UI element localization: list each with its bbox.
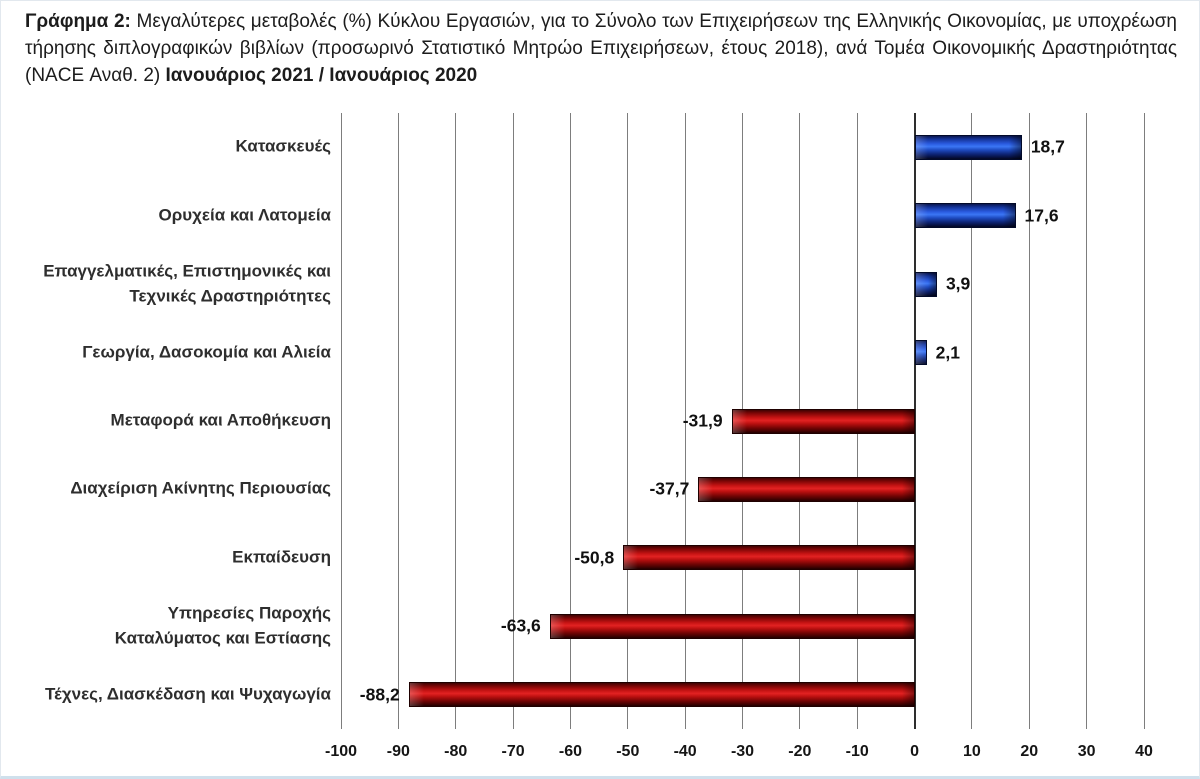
x-tick-label: -10 — [845, 743, 869, 760]
x-tick-label: -60 — [558, 743, 582, 760]
chart-title-body: Μεγαλύτερες μεταβολές (%) Κύκλου Εργασιώ… — [25, 11, 1178, 86]
value-label: -88,2 — [359, 684, 400, 705]
category-axis: Κατασκευές Ορυχεία και Λατομεία Επαγγελματ… — [19, 113, 331, 729]
chart-title-prefix: Γράφημα 2: — [25, 11, 131, 32]
value-label: -63,6 — [500, 615, 541, 636]
value-label: -37,7 — [649, 478, 690, 499]
x-tick-label: -20 — [788, 743, 812, 760]
x-tick-label: 20 — [1020, 743, 1039, 760]
chart-title: Γράφημα 2: Μεγαλύτερες μεταβολές (%) Κύκ… — [25, 9, 1177, 90]
gridline — [397, 113, 399, 729]
gridline — [971, 113, 973, 729]
gridline — [512, 113, 514, 729]
category-label: Εκπαίδευση — [232, 547, 331, 567]
value-label: -31,9 — [682, 410, 723, 431]
gridline — [569, 113, 571, 729]
category-label: Μεταφορά και Αποθήκευση — [110, 410, 331, 430]
gridline — [627, 113, 629, 729]
bar-positive — [914, 203, 1016, 229]
category-label: Ορυχεία και Λατομεία — [158, 205, 332, 225]
bar-negative — [698, 476, 915, 502]
bar-negative — [731, 408, 915, 434]
category-label: Τέχνες, Διασκέδαση και Ψυχαγωγία — [45, 684, 331, 704]
gridline — [455, 113, 457, 729]
gridline — [1143, 113, 1145, 729]
category-label: Γεωργία, Δασοκομία και Αλιεία — [82, 342, 331, 362]
bar-negative — [623, 545, 915, 571]
category-label: Διαχείριση Ακίνητης Περιουσίας — [70, 479, 331, 499]
x-tick-label: 30 — [1077, 743, 1096, 760]
bar-positive — [914, 134, 1022, 160]
category-label: Επαγγελματικές, Επιστημονικές και Τεχνικ… — [43, 261, 331, 306]
bar-negative — [408, 682, 915, 708]
category-label: Υπηρεσίες Παροχής Καταλύματος και Εστίασ… — [114, 603, 331, 648]
x-tick-label: -30 — [730, 743, 755, 760]
value-label: 2,1 — [935, 342, 960, 363]
x-tick-label: -40 — [673, 743, 697, 760]
bar-positive — [914, 340, 927, 366]
gridline — [684, 113, 686, 729]
value-label: 18,7 — [1030, 136, 1065, 157]
gridline — [1028, 113, 1030, 729]
x-tick-label: 10 — [963, 743, 981, 760]
value-label: -50,8 — [574, 547, 615, 568]
x-tick-label: -70 — [501, 743, 525, 760]
x-tick-label: -90 — [386, 743, 410, 760]
zero-axis-line — [913, 113, 916, 729]
bar-negative — [549, 613, 915, 639]
x-tick-label: -50 — [616, 743, 640, 760]
x-tick-label: -80 — [444, 743, 468, 760]
x-tick-label: -100 — [324, 743, 358, 760]
gridline — [1086, 113, 1088, 729]
plot-area: -100 -90 -80 -70 -60 -50 -40 -30 -20 -10 0 10 20 30 40… — [325, 113, 1153, 760]
x-tick-label: 40 — [1135, 743, 1153, 760]
bar-positive — [914, 271, 937, 297]
x-tick-label: 0 — [910, 743, 920, 760]
value-label: 17,6 — [1024, 205, 1059, 226]
category-label: Κατασκευές — [235, 136, 331, 156]
value-label: 3,9 — [945, 273, 971, 294]
gridline — [340, 113, 342, 729]
chart-title-period: Ιανουάριος 2021 / Ιανουάριος 2020 — [165, 64, 478, 86]
